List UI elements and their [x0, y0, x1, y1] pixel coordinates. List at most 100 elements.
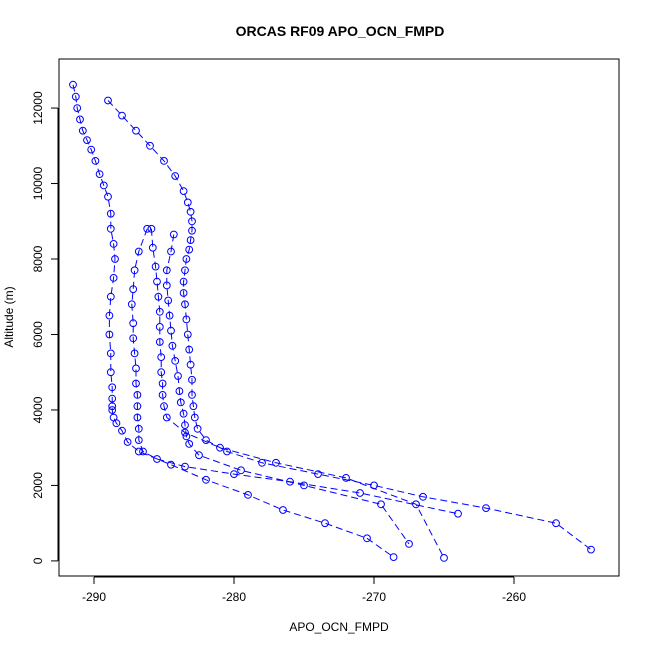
data-point — [223, 447, 231, 456]
data-point — [179, 289, 188, 297]
y-tick-label: 10000 — [31, 167, 45, 201]
data-point — [127, 300, 136, 309]
data-point — [157, 353, 166, 362]
data-point — [108, 383, 117, 392]
data-point — [186, 236, 195, 245]
x-tick-label: -270 — [362, 590, 386, 604]
data-point — [91, 157, 100, 165]
data-point — [171, 172, 180, 180]
data-point — [389, 553, 398, 561]
y-tick-label: 6000 — [31, 321, 45, 348]
data-point — [185, 440, 194, 448]
data-point — [321, 519, 329, 528]
data-point — [183, 198, 192, 207]
data-point — [179, 409, 188, 418]
data-point — [272, 458, 280, 467]
data-point — [258, 458, 266, 467]
data-point — [106, 224, 115, 233]
y-tick-label: 0 — [31, 557, 45, 564]
data-point — [405, 540, 413, 548]
data-point — [151, 262, 160, 271]
data-point — [377, 500, 385, 509]
data-point — [118, 111, 126, 120]
data-point — [162, 266, 171, 275]
data-point — [134, 447, 143, 456]
data-point — [168, 341, 177, 350]
data-point — [153, 277, 161, 286]
data-point — [132, 379, 140, 388]
data-point — [182, 255, 191, 263]
y-tick-label: 4000 — [31, 396, 45, 423]
data-point — [160, 157, 168, 165]
data-point — [244, 491, 252, 499]
data-point — [155, 323, 164, 331]
data-point — [181, 428, 189, 437]
data-point — [146, 141, 154, 150]
data-point — [105, 330, 114, 339]
data-point — [440, 554, 448, 562]
series-layer — [69, 80, 595, 562]
data-point — [157, 368, 166, 377]
data-point — [109, 274, 118, 282]
data-point — [179, 187, 188, 196]
data-point — [179, 277, 188, 286]
data-point — [133, 391, 142, 399]
data-point — [165, 311, 174, 320]
data-point — [412, 500, 420, 509]
data-point — [83, 136, 91, 145]
data-point — [123, 438, 132, 446]
data-point — [158, 391, 167, 399]
data-point — [73, 104, 82, 112]
data-point — [130, 349, 139, 358]
x-axis-label: APO_OCN_FMPD — [289, 620, 389, 634]
data-point — [314, 470, 322, 479]
data-point — [183, 330, 192, 339]
data-point — [419, 492, 427, 501]
data-point — [129, 334, 138, 343]
data-point — [108, 402, 117, 411]
data-point — [105, 311, 114, 320]
series-2-line — [107, 100, 592, 550]
data-point — [132, 126, 140, 135]
data-point — [133, 402, 142, 411]
x-axis: -290 -280 -270 -260 — [82, 576, 526, 604]
data-point — [134, 436, 143, 445]
data-point — [87, 145, 96, 154]
data-point — [190, 413, 199, 422]
data-point — [552, 519, 560, 528]
data-point — [188, 226, 196, 235]
data-point — [195, 451, 203, 460]
data-point — [106, 368, 115, 377]
data-point — [356, 489, 364, 497]
data-point — [482, 504, 490, 513]
data-point — [106, 209, 115, 218]
data-point — [181, 266, 189, 275]
data-point — [188, 375, 196, 384]
data-point — [158, 379, 167, 388]
data-point — [188, 391, 196, 399]
y-axis: 0 2000 4000 6000 8000 10000 12000 — [31, 91, 59, 564]
data-point — [181, 300, 189, 309]
data-point — [186, 207, 195, 216]
data-point — [104, 96, 112, 105]
data-point — [279, 506, 287, 514]
x-tick-label: -260 — [502, 590, 526, 604]
data-point — [454, 509, 462, 518]
series-3-line — [131, 228, 459, 515]
data-point — [139, 447, 147, 456]
data-point — [106, 349, 115, 358]
x-tick-label: -290 — [82, 590, 106, 604]
data-point — [363, 534, 371, 543]
data-point — [193, 424, 202, 433]
data-point — [95, 170, 104, 179]
data-point — [109, 240, 118, 248]
series-5-line — [166, 234, 410, 545]
data-point — [78, 126, 87, 135]
chart-title: ORCAS RF09 APO_OCN_FMPD — [236, 23, 445, 39]
series-1-line — [72, 84, 394, 558]
data-point — [181, 462, 189, 471]
data-point — [99, 181, 108, 190]
plot-frame — [58, 58, 620, 577]
data-point — [104, 192, 112, 201]
data-point — [164, 296, 173, 305]
